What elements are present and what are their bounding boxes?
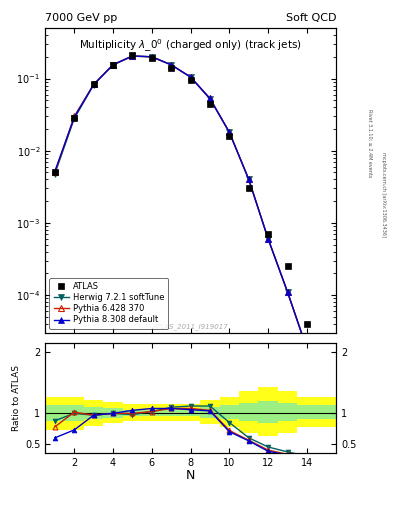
Herwig 7.2.1 softTune bbox=[91, 82, 96, 88]
Text: Soft QCD: Soft QCD bbox=[286, 13, 336, 23]
Pythia 8.308 default bbox=[91, 81, 96, 88]
Pythia 8.308 default bbox=[130, 53, 135, 59]
Herwig 7.2.1 softTune bbox=[149, 54, 154, 60]
ATLAS bbox=[130, 52, 135, 58]
Pythia 6.428 370 bbox=[285, 289, 290, 295]
ATLAS bbox=[246, 185, 251, 191]
Pythia 8.308 default bbox=[188, 74, 193, 80]
Line: Pythia 8.308 default: Pythia 8.308 default bbox=[52, 53, 329, 414]
Text: mcplots.cern.ch [arXiv:1306.3436]: mcplots.cern.ch [arXiv:1306.3436] bbox=[381, 152, 386, 237]
Pythia 6.428 370 bbox=[91, 81, 96, 88]
Pythia 6.428 370 bbox=[149, 54, 154, 60]
ATLAS bbox=[111, 62, 116, 68]
Pythia 8.308 default bbox=[285, 289, 290, 295]
Legend: ATLAS, Herwig 7.2.1 softTune, Pythia 6.428 370, Pythia 8.308 default: ATLAS, Herwig 7.2.1 softTune, Pythia 6.4… bbox=[50, 278, 168, 329]
Pythia 6.428 370 bbox=[188, 74, 193, 80]
Text: 7000 GeV pp: 7000 GeV pp bbox=[45, 13, 118, 23]
X-axis label: N: N bbox=[186, 470, 195, 482]
Herwig 7.2.1 softTune bbox=[285, 289, 290, 295]
ATLAS bbox=[227, 133, 232, 139]
Pythia 8.308 default bbox=[149, 54, 154, 60]
Pythia 6.428 370 bbox=[208, 95, 212, 101]
Pythia 8.308 default bbox=[324, 408, 329, 414]
Herwig 7.2.1 softTune bbox=[72, 115, 77, 121]
Pythia 6.428 370 bbox=[266, 236, 270, 242]
Herwig 7.2.1 softTune bbox=[266, 236, 270, 242]
ATLAS bbox=[285, 263, 290, 269]
Line: Pythia 6.428 370: Pythia 6.428 370 bbox=[52, 53, 329, 414]
Text: Rivet 3.1.10; ≥ 2.4M events: Rivet 3.1.10; ≥ 2.4M events bbox=[367, 109, 372, 178]
Pythia 8.308 default bbox=[227, 129, 232, 135]
Text: ATLAS_2011_I919017: ATLAS_2011_I919017 bbox=[153, 323, 228, 330]
ATLAS bbox=[305, 321, 309, 327]
Pythia 8.308 default bbox=[246, 177, 251, 183]
Herwig 7.2.1 softTune bbox=[53, 170, 57, 177]
Y-axis label: Ratio to ATLAS: Ratio to ATLAS bbox=[12, 365, 21, 431]
ATLAS bbox=[149, 55, 154, 61]
Pythia 8.308 default bbox=[169, 62, 174, 68]
Text: Multiplicity $\lambda\_0^0$ (charged only) (track jets): Multiplicity $\lambda\_0^0$ (charged onl… bbox=[79, 37, 302, 54]
Herwig 7.2.1 softTune bbox=[130, 53, 135, 59]
Herwig 7.2.1 softTune bbox=[246, 177, 251, 183]
Pythia 6.428 370 bbox=[169, 62, 174, 68]
Herwig 7.2.1 softTune bbox=[208, 96, 212, 102]
Pythia 6.428 370 bbox=[246, 177, 251, 183]
Pythia 6.428 370 bbox=[111, 62, 116, 68]
Line: ATLAS: ATLAS bbox=[52, 52, 310, 327]
Herwig 7.2.1 softTune bbox=[188, 74, 193, 80]
Pythia 6.428 370 bbox=[53, 169, 57, 176]
Herwig 7.2.1 softTune bbox=[227, 129, 232, 135]
ATLAS bbox=[53, 169, 57, 176]
Line: Herwig 7.2.1 softTune: Herwig 7.2.1 softTune bbox=[52, 53, 329, 414]
Pythia 6.428 370 bbox=[305, 346, 309, 352]
Herwig 7.2.1 softTune bbox=[324, 408, 329, 414]
ATLAS bbox=[91, 80, 96, 87]
Pythia 8.308 default bbox=[266, 236, 270, 242]
Herwig 7.2.1 softTune bbox=[169, 62, 174, 68]
Pythia 8.308 default bbox=[305, 346, 309, 352]
ATLAS bbox=[208, 100, 212, 106]
Pythia 8.308 default bbox=[208, 95, 212, 101]
Pythia 6.428 370 bbox=[72, 113, 77, 119]
Pythia 8.308 default bbox=[72, 114, 77, 120]
Pythia 6.428 370 bbox=[227, 129, 232, 135]
Pythia 8.308 default bbox=[111, 61, 116, 68]
Pythia 6.428 370 bbox=[324, 408, 329, 414]
Herwig 7.2.1 softTune bbox=[111, 62, 116, 68]
ATLAS bbox=[72, 115, 77, 121]
ATLAS bbox=[169, 65, 174, 71]
Herwig 7.2.1 softTune bbox=[305, 346, 309, 352]
ATLAS bbox=[188, 77, 193, 83]
ATLAS bbox=[266, 231, 270, 237]
Pythia 8.308 default bbox=[53, 168, 57, 174]
Pythia 6.428 370 bbox=[130, 53, 135, 59]
